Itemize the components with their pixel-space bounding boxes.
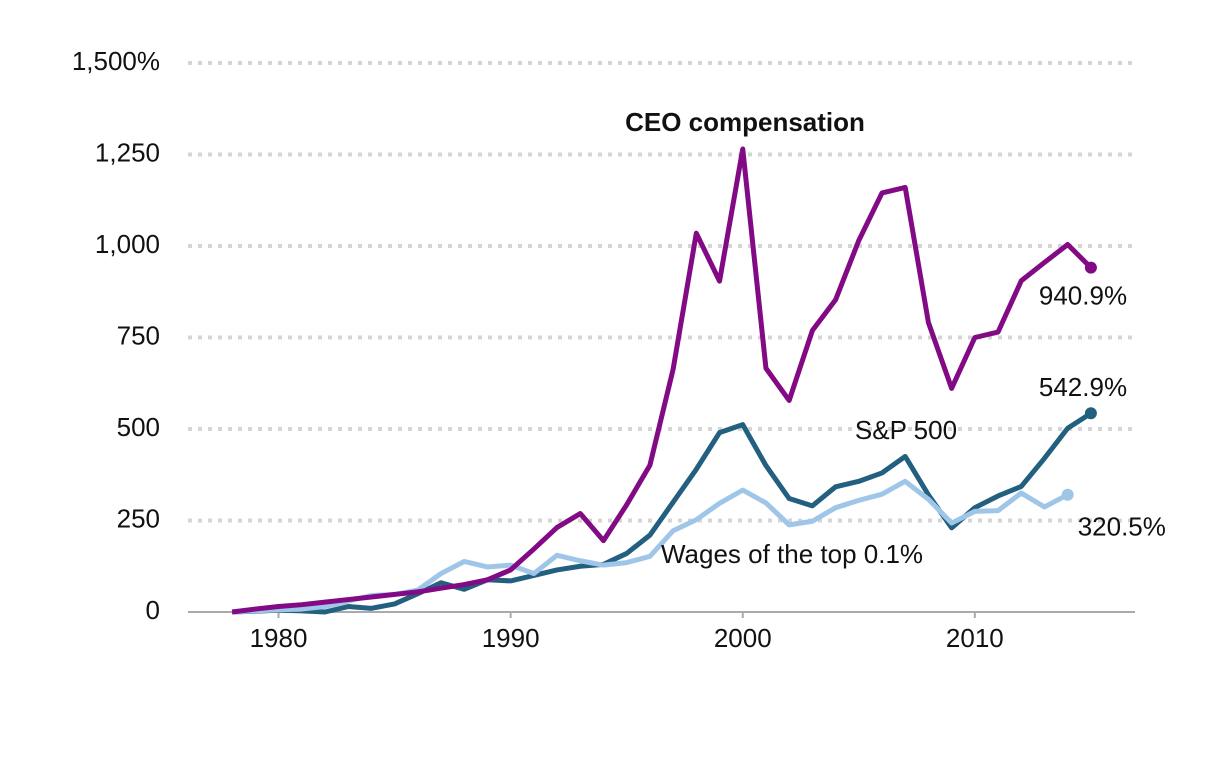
x-tick-label: 2000 (714, 623, 772, 653)
series-line (231, 146, 1093, 615)
series-line (232, 411, 1093, 615)
x-tick-label: 2010 (946, 623, 1004, 653)
end-point (1061, 488, 1074, 501)
value-label: 940.9% (1039, 281, 1127, 311)
x-tick-label: 1990 (482, 623, 540, 653)
value-label: 542.9% (1039, 372, 1127, 402)
y-tick-label: 1,500% (72, 46, 160, 76)
y-tick-label: 0 (146, 595, 160, 625)
end-point (1084, 407, 1097, 420)
end-point (1084, 261, 1097, 274)
y-tick-label: 500 (117, 412, 160, 442)
series-label: Wages of the top 0.1% (661, 539, 923, 569)
y-tick-label: 250 (117, 503, 160, 533)
x-tick-label: 1980 (250, 623, 308, 653)
value-label: 320.5% (1078, 512, 1166, 542)
series-line (231, 478, 1069, 615)
y-tick-label: 1,250 (95, 137, 160, 167)
series-label: CEO compensation (625, 107, 865, 137)
series-label: S&P 500 (855, 415, 957, 445)
y-tick-label: 1,000 (95, 229, 160, 259)
y-tick-label: 750 (117, 320, 160, 350)
